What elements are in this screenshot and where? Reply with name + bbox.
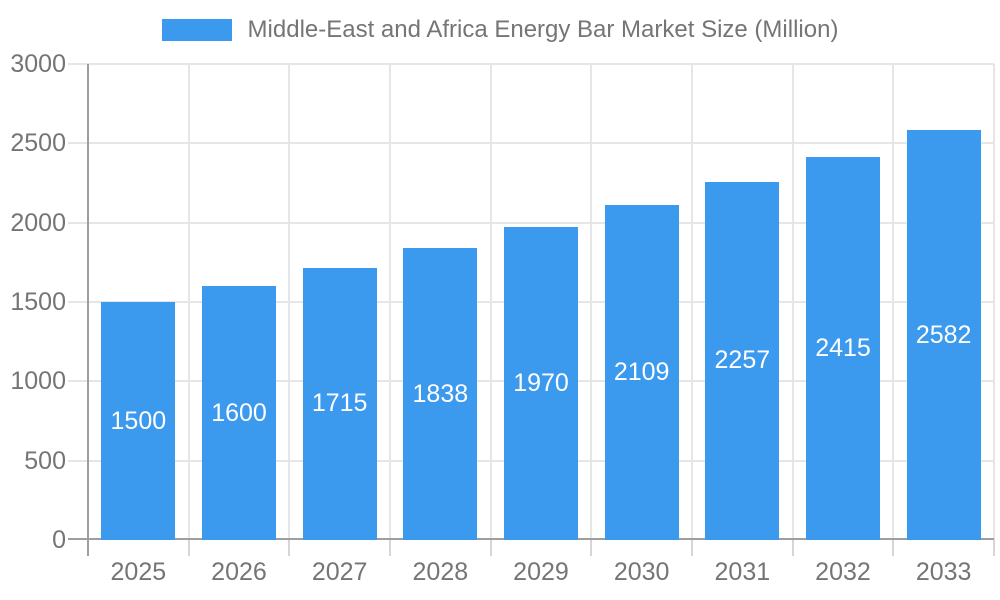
x-gridline [187,64,190,540]
x-tick-label: 2032 [815,558,871,586]
x-tick-label: 2026 [211,558,267,586]
x-gridline [288,64,291,540]
bar-value-label: 1600 [211,398,267,427]
x-tick-label: 2028 [412,558,469,586]
bar-value-label: 2415 [815,333,871,362]
x-axis-tick [590,540,593,556]
chart-legend: Middle-East and Africa Energy Bar Market… [0,16,1000,44]
x-axis-tick [187,540,190,556]
bar-value-label: 1500 [110,406,167,435]
y-tick-label: 500 [24,446,66,475]
bar-value-label: 2109 [613,358,670,387]
bar-value-label: 2257 [714,346,771,375]
y-tick-label: 1500 [10,288,66,316]
y-gridline [68,142,994,145]
x-axis-tick [791,540,794,556]
bar-2029[interactable]: 1970 [504,227,578,540]
x-axis-tick [389,540,391,556]
y-tick-label: 0 [52,526,66,554]
x-axis-tick [691,540,693,556]
x-axis-tick [288,540,291,556]
x-gridline [993,64,995,540]
legend-swatch [161,19,232,41]
x-gridline [691,64,693,540]
bar-value-label: 1715 [311,389,368,418]
y-tick-label: 2000 [10,208,66,237]
x-axis-tick [993,540,995,556]
x-axis-tick [87,540,89,556]
bar-value-label: 1970 [513,369,569,398]
y-tick-label: 3000 [10,50,66,78]
y-tick-label: 2500 [10,129,66,158]
x-tick-label: 2033 [915,558,972,586]
x-tick-label: 2030 [613,558,670,586]
x-gridline [791,64,794,540]
plot-area: 0 500 1000 1500 2000 2500 3000 1500 2025 1600 2026… [10,50,995,586]
x-tick-label: 2027 [311,558,368,586]
bar-2027[interactable]: 1715 [302,267,377,540]
bar-value-label: 1838 [412,379,469,408]
bar-2033[interactable]: 2582 [906,130,981,540]
bar-2031[interactable]: 2257 [705,181,780,540]
x-axis-tick [892,540,895,556]
bar-2030[interactable]: 2109 [604,205,679,540]
bar-2032[interactable]: 2415 [806,156,880,540]
y-gridline [68,221,994,224]
x-axis-tick [489,540,492,556]
bar-2026[interactable]: 1600 [202,286,276,540]
x-tick-label: 2025 [110,558,167,586]
x-tick-label: 2031 [714,558,771,586]
x-gridline [489,64,492,540]
x-gridline [590,64,593,540]
bar-2028[interactable]: 1838 [403,248,478,540]
x-gridline [892,64,895,540]
y-tick-label: 1000 [10,367,66,396]
x-gridline [389,64,391,540]
x-tick-label: 2029 [513,558,569,586]
bar-value-label: 2582 [915,320,972,349]
y-axis-line [87,64,89,540]
bar-2025[interactable]: 1500 [101,302,176,540]
legend-label: Middle-East and Africa Energy Bar Market… [247,16,839,43]
y-gridline [68,63,994,65]
